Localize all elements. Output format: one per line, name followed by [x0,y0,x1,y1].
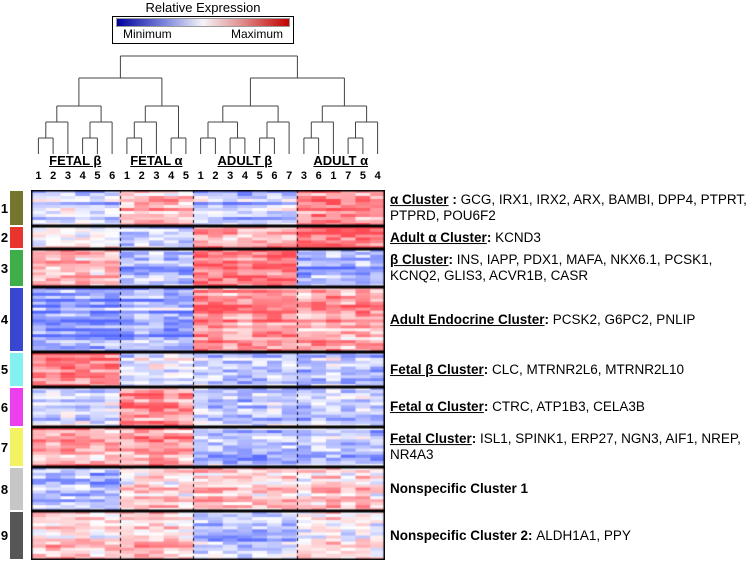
legend-title: Relative Expression [145,0,261,15]
cluster-number: 8 [0,481,9,497]
sample-number: 4 [374,170,381,182]
sample-number: 2 [138,170,145,182]
expression-gradient-bar [116,18,290,27]
cluster-genes: CTRC, ATP1B3, CELA3B [492,399,645,415]
cluster-name: Fetal β Cluster [390,361,484,377]
legend-max-label: Maximum [230,27,283,41]
cluster-genes: CLC, MTRNR2L6, MTRNR2L10 [492,361,685,377]
cluster-number: 5 [0,362,9,377]
sample-number: 3 [300,170,307,182]
sample-number: 4 [79,170,86,182]
sample-number: 2 [50,170,57,182]
column-group-label: FETAL α [130,153,183,168]
sample-number: 3 [227,170,234,182]
cluster-color-swatch [10,191,23,225]
cluster-name-separator: : [471,431,481,447]
cluster-color-swatch [10,512,23,559]
sample-number: 7 [286,170,293,182]
sample-number: 1 [123,170,130,182]
legend-labels: Minimum Maximum [116,27,290,41]
cluster-name: α Cluster [390,192,449,208]
column-group-label: ADULT β [217,153,273,168]
cluster-number: 3 [0,260,9,276]
cluster-name: Adult Endocrine Cluster [390,311,545,327]
cluster-annotation: Fetal Cluster: ISL1, SPINK1, ERP27, NGN3… [390,431,747,463]
dendrogram [37,55,379,154]
legend-min-label: Minimum [123,27,172,41]
legend-box: Minimum Maximum [112,16,294,44]
sample-number: 6 [271,170,278,182]
cluster-name: Nonspecific Cluster 2 [390,527,529,543]
cluster-name-separator: : [483,399,493,415]
cluster-annotation: Adult α Cluster: KCND3 [390,230,747,246]
column-group-label: ADULT α [313,153,369,168]
cluster-color-swatch [10,288,23,351]
cluster-name: Adult α Cluster [390,229,487,245]
cluster-color-swatch [10,227,23,248]
cluster-number: 2 [0,230,9,245]
cluster-number: 1 [0,200,9,216]
sample-number: 5 [182,170,189,182]
sample-number: 4 [241,170,248,182]
sample-number: 3 [64,170,71,182]
cluster-color-swatch [10,353,23,386]
cluster-name-separator: : [448,252,457,268]
sample-number: 6 [315,170,322,182]
cluster-name-separator: : [544,311,553,327]
cluster-color-swatch [10,388,23,426]
sample-number: 1 [330,170,337,182]
cluster-annotation: Nonspecific Cluster 1 [390,481,747,497]
cluster-number: 4 [0,312,9,327]
cluster-number: 9 [0,528,9,543]
cluster-annotation: Fetal α Cluster: CTRC, ATP1B3, CELA3B [390,399,747,415]
cluster-annotation: Nonspecific Cluster 2: ALDH1A1, PPY [390,528,747,544]
cluster-annotation: α Cluster : GCG, IRX1, IRX2, ARX, BAMBI,… [390,192,747,224]
cluster-genes: INS, IAPP, PDX1, MAFA, NKX6.1, PCSK1, KC… [390,252,713,283]
expression-legend: Relative Expression Minimum Maximum [112,1,294,44]
cluster-color-swatch [10,250,23,286]
cluster-name: Fetal α Cluster [390,399,484,415]
sample-number: 7 [345,170,352,182]
cluster-color-swatch [10,428,23,466]
sample-number: 2 [212,170,219,182]
cluster-number: 6 [0,399,9,415]
cluster-name: Nonspecific Cluster 1 [390,481,529,497]
cluster-color-swatch [10,468,23,510]
cluster-annotation: Adult Endocrine Cluster: PCSK2, G6PC2, P… [390,312,747,328]
sample-number: 5 [94,170,101,182]
cluster-number: 7 [0,439,9,455]
cluster-genes: ALDH1A1, PPY [536,527,631,543]
cluster-annotation: β Cluster: INS, IAPP, PDX1, MAFA, NKX6.1… [390,252,747,284]
heatmap-canvas [31,190,385,560]
cluster-name-separator: : [486,229,496,245]
cluster-name: β Cluster [390,252,449,268]
cluster-name-separator: : [528,527,537,543]
sample-number: 3 [153,170,160,182]
cluster-genes: ISL1, SPINK1, ERP27, NGN3, AIF1, NREP, N… [390,431,741,462]
sample-number: 1 [197,170,204,182]
sample-number: 4 [168,170,175,182]
cluster-name: Fetal Cluster [390,431,472,447]
cluster-genes: KCND3 [495,229,541,245]
cluster-genes: PCSK2, G6PC2, PNLIP [552,311,696,327]
column-group-label: FETAL β [49,153,102,168]
cluster-annotation: Fetal β Cluster: CLC, MTRNR2L6, MTRNR2L1… [390,362,747,378]
cluster-sidebar: 1 2 3 4 5 6 7 8 9 [0,190,26,560]
sample-number: 5 [256,170,263,182]
cluster-annotations: α Cluster : GCG, IRX1, IRX2, ARX, BAMBI,… [390,190,747,560]
dendrogram-branches [37,55,379,154]
cluster-name-separator: : [483,361,493,377]
sample-number: 1 [35,170,42,182]
sample-number: 6 [109,170,116,182]
sample-number: 5 [359,170,366,182]
cluster-name-separator: : [448,192,461,208]
cluster-genes: GCG, IRX1, IRX2, ARX, BAMBI, DPP4, PTPRT… [390,192,747,223]
